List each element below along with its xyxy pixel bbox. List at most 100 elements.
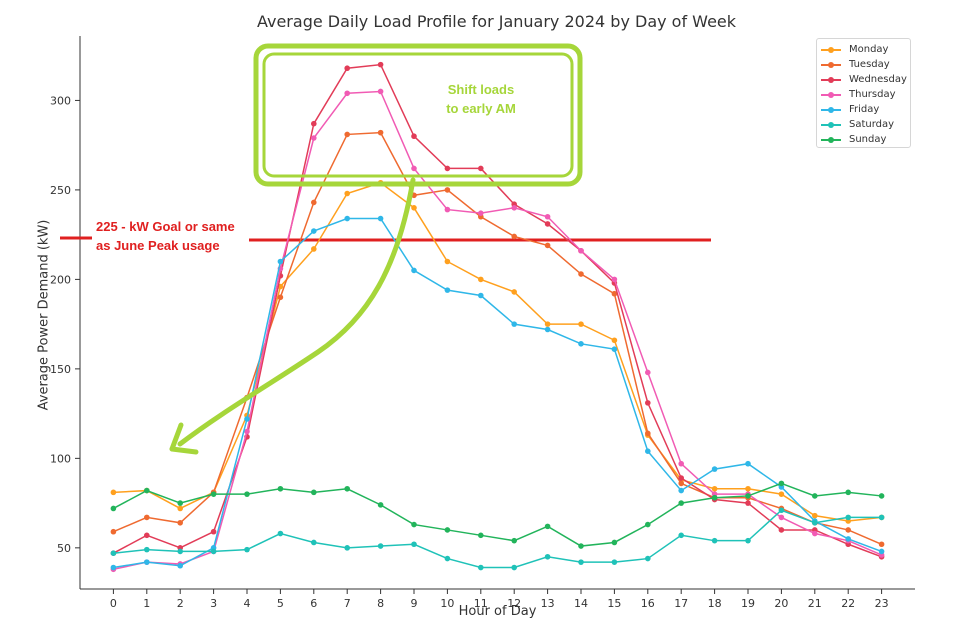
data-point bbox=[110, 489, 117, 496]
x-tick-label: 14 bbox=[574, 597, 588, 610]
goal-annotation-line2: as June Peak usage bbox=[96, 238, 220, 253]
data-point bbox=[377, 502, 384, 508]
data-point bbox=[745, 460, 751, 467]
legend-item: Sunday bbox=[821, 132, 906, 147]
x-tick-label: 2 bbox=[177, 597, 184, 610]
data-point bbox=[578, 559, 584, 565]
data-point bbox=[878, 541, 885, 548]
data-point bbox=[544, 523, 551, 530]
x-tick-label: 10 bbox=[440, 597, 454, 610]
data-point bbox=[377, 129, 384, 136]
data-point bbox=[611, 346, 618, 352]
data-point bbox=[144, 532, 150, 539]
y-axis-label: Average Power Demand (kW) bbox=[36, 219, 52, 411]
data-point bbox=[745, 485, 751, 492]
legend-swatch bbox=[821, 120, 841, 130]
legend-label: Saturday bbox=[849, 119, 895, 130]
data-point bbox=[210, 528, 217, 535]
data-point bbox=[411, 133, 417, 140]
data-point bbox=[311, 246, 317, 252]
data-point bbox=[611, 539, 618, 546]
data-point bbox=[411, 267, 417, 274]
data-point bbox=[411, 205, 417, 211]
data-point bbox=[110, 564, 117, 571]
x-tick-label: 5 bbox=[277, 597, 284, 610]
legend-item: Monday bbox=[821, 42, 906, 57]
data-point bbox=[812, 519, 818, 526]
x-tick-label: 11 bbox=[474, 597, 488, 610]
x-tick-label: 19 bbox=[741, 597, 755, 610]
data-point bbox=[277, 294, 284, 301]
data-point bbox=[144, 546, 150, 553]
x-tick-label: 3 bbox=[210, 597, 217, 610]
data-point bbox=[845, 527, 851, 533]
data-point bbox=[177, 562, 183, 569]
shift-annotation-line1: Shift loads bbox=[447, 82, 515, 97]
y-tick-label: 300 bbox=[50, 94, 71, 107]
data-point bbox=[344, 190, 351, 197]
data-point bbox=[611, 276, 618, 283]
data-point bbox=[878, 548, 885, 555]
legend-label: Sunday bbox=[849, 134, 887, 145]
data-point bbox=[311, 120, 317, 127]
legend-item: Saturday bbox=[821, 117, 906, 132]
data-point bbox=[544, 553, 551, 560]
data-point bbox=[645, 448, 651, 454]
data-point bbox=[177, 548, 183, 555]
data-point bbox=[377, 543, 384, 549]
data-point bbox=[478, 564, 484, 571]
data-point bbox=[344, 90, 351, 97]
data-point bbox=[645, 400, 651, 406]
data-point bbox=[311, 489, 317, 496]
data-point bbox=[578, 543, 584, 549]
data-point bbox=[678, 532, 684, 539]
data-point bbox=[144, 514, 150, 521]
goal-annotation: 225 - kW Goal or same as June Peak usage bbox=[96, 217, 235, 255]
data-point bbox=[778, 491, 785, 497]
series-group bbox=[110, 61, 885, 573]
data-point bbox=[778, 507, 785, 514]
annotation-group bbox=[169, 43, 583, 455]
data-point bbox=[244, 428, 250, 435]
data-point bbox=[177, 519, 183, 526]
data-point bbox=[578, 341, 584, 347]
data-point bbox=[745, 537, 751, 544]
shift-arrowhead-upper bbox=[169, 422, 184, 452]
legend: Monday Tuesday Wednesday Thursday Friday Satu… bbox=[816, 38, 911, 148]
data-point bbox=[578, 247, 584, 254]
data-point bbox=[344, 65, 351, 72]
legend-swatch bbox=[821, 135, 841, 145]
legend-swatch bbox=[821, 60, 841, 70]
x-tick-label: 9 bbox=[411, 597, 418, 610]
chart-title: Average Daily Load Profile for January 2… bbox=[256, 12, 737, 31]
y-tick-label: 100 bbox=[50, 452, 71, 465]
data-point bbox=[778, 514, 785, 521]
series-line bbox=[113, 90, 882, 571]
data-point bbox=[878, 493, 885, 499]
data-point bbox=[745, 493, 751, 499]
legend-item: Thursday bbox=[821, 87, 906, 102]
legend-swatch bbox=[821, 45, 841, 55]
data-point bbox=[311, 228, 317, 234]
series-line bbox=[113, 509, 882, 569]
data-point bbox=[544, 242, 551, 249]
data-point bbox=[344, 485, 351, 492]
x-tick-label: 0 bbox=[110, 597, 117, 610]
goal-annotation-line1: 225 - kW Goal or same bbox=[96, 219, 235, 234]
data-point bbox=[444, 527, 451, 533]
x-tick-label: 4 bbox=[244, 597, 251, 610]
data-point bbox=[544, 213, 551, 220]
data-point bbox=[511, 205, 517, 211]
data-point bbox=[478, 532, 484, 539]
data-point bbox=[244, 491, 250, 497]
data-point bbox=[711, 537, 718, 544]
data-point bbox=[845, 536, 851, 542]
data-point bbox=[344, 545, 351, 551]
data-point bbox=[411, 541, 417, 548]
data-point bbox=[845, 514, 851, 521]
legend-swatch bbox=[821, 90, 841, 100]
data-point bbox=[645, 521, 651, 528]
legend-item: Tuesday bbox=[821, 57, 906, 72]
legend-label: Thursday bbox=[849, 89, 896, 100]
